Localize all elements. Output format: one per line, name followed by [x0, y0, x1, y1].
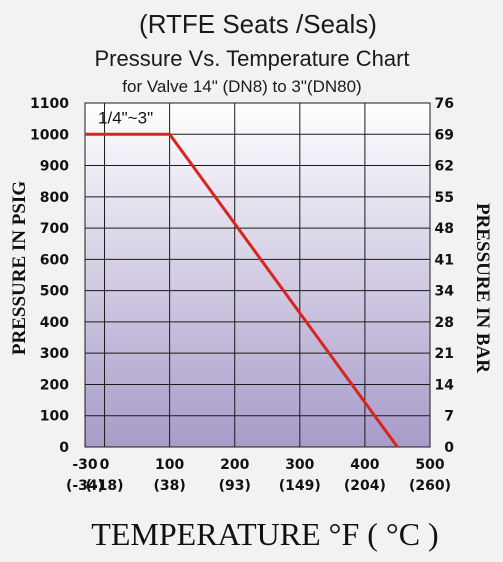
y-tick-label: 600 [40, 252, 69, 268]
y-tick-label: 0 [59, 440, 69, 456]
y2-tick-label: 0 [444, 440, 454, 456]
y2-tick-label: 62 [435, 159, 454, 175]
y2-axis-title: PRESSURE IN BAR [472, 203, 493, 373]
y2-tick-label: 34 [435, 284, 455, 300]
y-tick-label: 1100 [30, 96, 69, 112]
chart-title: (RTFE Seats /Seals) [139, 9, 377, 39]
x-tick-label-celsius: (260) [409, 478, 451, 494]
y2-tick-label: 41 [435, 252, 454, 268]
x-tick-label-fahrenheit: 0 [100, 457, 110, 473]
series-label: 1/4"~3" [98, 108, 153, 127]
y-tick-labels: 0 100 200 300 400 500 600 700 800 900 1000 1100 [30, 96, 69, 456]
x-axis-title: TEMPERATURE °F ( °C ) [91, 516, 438, 552]
y2-tick-label: 28 [435, 315, 454, 331]
x-tick-label-celsius: (-18) [85, 478, 123, 494]
series-layer: 1/4"~3" [85, 108, 399, 448]
x-tick-label-fahrenheit: 100 [155, 457, 184, 473]
y2-tick-labels: 0 7 14 21 28 34 41 48 55 62 69 76 [435, 96, 455, 456]
y-tick-label: 900 [40, 159, 69, 175]
y-axis-title: PRESSURE IN PSIG [9, 181, 30, 355]
y-tick-label: 200 [40, 377, 69, 393]
y2-tick-label: 76 [435, 96, 454, 112]
y-tick-label: 100 [40, 409, 69, 425]
x-tick-label-celsius: (149) [279, 478, 321, 494]
x-tick-label-celsius: (-34) [66, 478, 104, 494]
y2-tick-label: 21 [435, 346, 454, 362]
y-tick-label: 300 [40, 346, 69, 362]
grid-lines [84, 102, 431, 448]
x-tick-label-fahrenheit: 400 [350, 457, 379, 473]
y2-tick-label: 69 [435, 127, 454, 143]
plot-border [84, 102, 431, 448]
x-tick-labels: -30 (-34) 0 (-18) 100 (38) 200 (93) 300 (149) 400 (… [66, 457, 451, 494]
x-tick-label-fahrenheit: 300 [285, 457, 314, 473]
y-tick-label: 1000 [30, 127, 69, 143]
chart-subtitle-valve-range: for Valve 14" (DN8) to 3"(DN80) [122, 77, 361, 96]
y2-tick-label: 48 [435, 221, 454, 237]
series-line [85, 132, 399, 448]
y2-tick-label: 55 [435, 190, 454, 206]
y2-tick-label: 7 [444, 409, 454, 425]
y-tick-label: 400 [40, 315, 69, 331]
x-tick-label-fahrenheit: -30 [72, 457, 98, 473]
x-tick-label-celsius: (93) [219, 478, 251, 494]
y-tick-label: 800 [40, 190, 69, 206]
y-tick-label: 700 [40, 221, 69, 237]
plot-area [85, 103, 430, 447]
x-tick-label-fahrenheit: 200 [220, 457, 249, 473]
x-tick-label-celsius: (204) [344, 478, 386, 494]
y2-tick-label: 14 [435, 377, 455, 393]
x-tick-label-fahrenheit: 500 [415, 457, 444, 473]
x-tick-label-celsius: (38) [153, 478, 185, 494]
chart-subtitle: Pressure Vs. Temperature Chart [94, 46, 409, 71]
y-tick-label: 500 [40, 284, 69, 300]
